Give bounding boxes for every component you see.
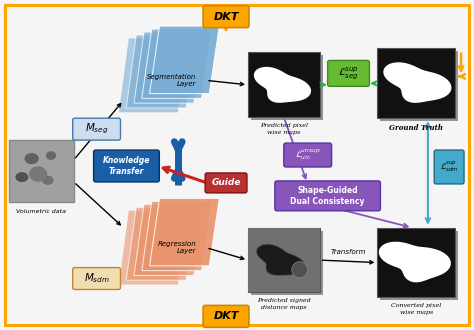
- Bar: [248, 228, 319, 292]
- Text: Shape-Guided
Dual Consistency: Shape-Guided Dual Consistency: [291, 186, 365, 206]
- Bar: [248, 52, 319, 117]
- Text: Volumetric data: Volumetric data: [16, 209, 66, 214]
- Ellipse shape: [25, 153, 39, 164]
- FancyBboxPatch shape: [275, 181, 381, 211]
- Polygon shape: [142, 29, 211, 98]
- Polygon shape: [134, 204, 204, 276]
- Polygon shape: [150, 198, 219, 266]
- Ellipse shape: [42, 176, 54, 185]
- Text: wise maps: wise maps: [400, 311, 433, 315]
- Polygon shape: [126, 35, 196, 108]
- Polygon shape: [150, 26, 219, 94]
- Bar: [251, 231, 323, 295]
- Bar: [381, 231, 458, 300]
- Polygon shape: [118, 210, 188, 285]
- FancyBboxPatch shape: [205, 173, 247, 193]
- FancyBboxPatch shape: [73, 268, 120, 289]
- Text: wise maps: wise maps: [267, 130, 301, 135]
- Text: distance maps: distance maps: [261, 305, 307, 311]
- Text: Guide: Guide: [211, 179, 241, 187]
- Text: $M_{seg}$: $M_{seg}$: [85, 122, 109, 136]
- FancyBboxPatch shape: [284, 143, 332, 167]
- Ellipse shape: [29, 166, 47, 182]
- Bar: [377, 49, 455, 118]
- Polygon shape: [126, 207, 196, 280]
- FancyBboxPatch shape: [434, 150, 464, 184]
- Bar: [251, 55, 323, 120]
- Bar: [9, 140, 73, 202]
- Polygon shape: [254, 67, 311, 103]
- Text: Transform: Transform: [331, 249, 366, 255]
- Text: DKT: DKT: [213, 312, 239, 321]
- Text: $\mathcal{L}_{seg}^{sup}$: $\mathcal{L}_{seg}^{sup}$: [338, 65, 359, 82]
- Text: Segmentation
Layer: Segmentation Layer: [147, 74, 196, 87]
- Text: $\mathcal{L}_{sdm}^{sup}$: $\mathcal{L}_{sdm}^{sup}$: [440, 160, 458, 174]
- Bar: [381, 51, 458, 121]
- Text: $\mathcal{L}_{ulc}^{unsup}$: $\mathcal{L}_{ulc}^{unsup}$: [295, 148, 320, 162]
- Polygon shape: [142, 201, 211, 271]
- Text: Predicted pixel: Predicted pixel: [260, 123, 308, 128]
- Ellipse shape: [46, 151, 56, 160]
- Text: Regression
Layer: Regression Layer: [157, 241, 196, 254]
- Text: $M_{sdm}$: $M_{sdm}$: [83, 272, 109, 285]
- FancyBboxPatch shape: [93, 150, 159, 182]
- Text: Predicted signed: Predicted signed: [257, 298, 310, 304]
- Text: Converted pixel: Converted pixel: [391, 303, 441, 309]
- FancyBboxPatch shape: [203, 305, 249, 327]
- Text: Knowledge
Transfer: Knowledge Transfer: [103, 156, 150, 176]
- Bar: [248, 228, 319, 292]
- Polygon shape: [118, 38, 188, 113]
- FancyBboxPatch shape: [203, 6, 249, 28]
- Ellipse shape: [292, 262, 308, 278]
- Text: DKT: DKT: [213, 12, 239, 22]
- Polygon shape: [379, 242, 451, 282]
- Text: Ground Truth: Ground Truth: [389, 124, 443, 132]
- Polygon shape: [256, 244, 305, 275]
- FancyBboxPatch shape: [73, 118, 120, 140]
- FancyBboxPatch shape: [328, 60, 369, 86]
- Ellipse shape: [16, 172, 28, 182]
- Polygon shape: [383, 62, 451, 103]
- Polygon shape: [134, 32, 204, 103]
- Bar: [377, 228, 455, 297]
